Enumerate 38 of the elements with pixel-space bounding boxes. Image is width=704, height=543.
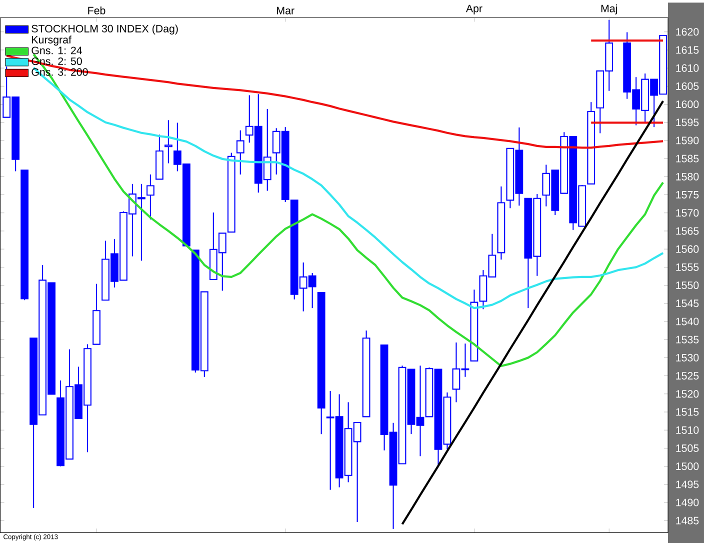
y-tick-label: 1570 — [676, 208, 699, 216]
candlestick — [236, 130, 244, 175]
legend-label: STOCKHOLM 30 INDEX (Dag) — [32, 24, 178, 34]
y-tick-label: 1485 — [676, 516, 699, 524]
legend-label: Gns. 1: 24 — [32, 46, 82, 54]
y-tick-label: 1555 — [676, 263, 699, 271]
y-tick-label: 1565 — [676, 227, 699, 235]
y-tick-label: 1620 — [676, 28, 699, 36]
y-tick-label: 1520 — [676, 390, 699, 398]
y-tick-label: 1560 — [676, 245, 699, 253]
candlestick — [164, 119, 172, 164]
y-tick-label: 1590 — [676, 136, 699, 144]
y-tick-label: 1505 — [676, 444, 699, 452]
legend-title: Kursgraf — [32, 35, 72, 46]
y-tick-label: 1535 — [676, 336, 699, 344]
y-tick-label: 1490 — [676, 498, 699, 506]
y-tick-label: 1525 — [676, 372, 699, 380]
y-tick-label: 1595 — [676, 118, 699, 126]
x-tick-label: Mar — [277, 6, 294, 14]
candlestick — [146, 174, 154, 220]
y-tick-label: 1540 — [676, 318, 699, 326]
y-tick-label: 1575 — [676, 190, 699, 198]
x-tick-label: Maj — [601, 4, 617, 14]
y-tick-label: 1615 — [676, 46, 699, 54]
y-tick-label: 1600 — [676, 100, 699, 108]
x-tick-label: Feb — [88, 6, 106, 14]
y-tick-label: 1515 — [676, 408, 699, 416]
y-tick-label: 1605 — [676, 82, 699, 90]
y-tick-label: 1550 — [676, 281, 699, 289]
y-tick-label: 1530 — [676, 354, 699, 362]
x-tick-label: Apr — [466, 4, 482, 14]
y-tick-label: 1500 — [676, 462, 699, 470]
y-tick-label: 1545 — [676, 299, 699, 307]
y-tick-label: 1580 — [676, 172, 699, 180]
y-tick-label: 1495 — [676, 480, 699, 488]
y-tick-label: 1585 — [676, 154, 699, 162]
y-tick-label: 1510 — [676, 426, 699, 434]
y-tick-label: 1610 — [676, 64, 699, 72]
